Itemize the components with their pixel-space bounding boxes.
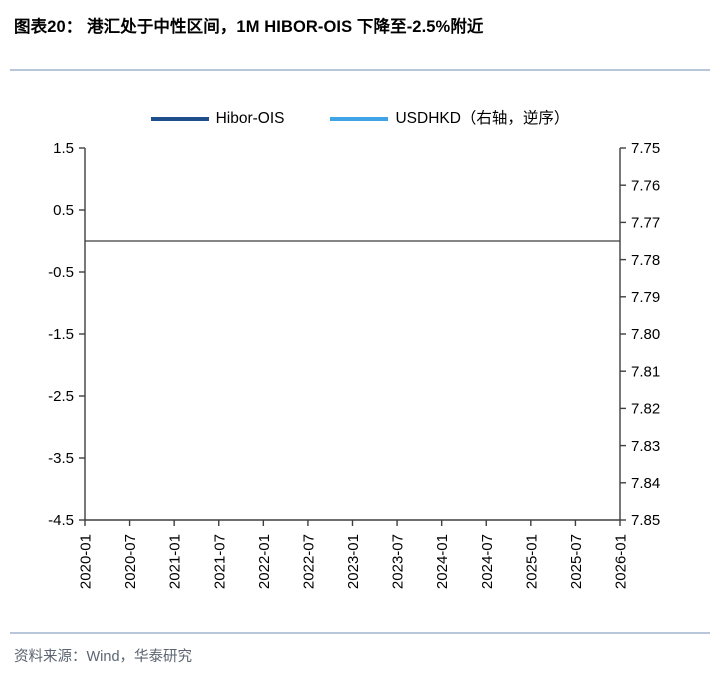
y-axis-right-tick-label: 7.79 <box>631 289 660 306</box>
legend-label-usdhkd: USDHKD（右轴，逆序） <box>395 110 570 127</box>
x-axis-tick-label: 2022-07 <box>300 534 317 589</box>
chart-legend: Hibor-OIS USDHKD（右轴，逆序） <box>0 104 720 134</box>
exhibit-header: 图表20： 港汇处于中性区间，1M HIBOR-OIS 下降至-2.5%附近 <box>0 0 720 62</box>
x-axis-tick-label: 2021-01 <box>167 534 184 589</box>
source-note: 资料来源：Wind，华泰研究 <box>14 649 193 665</box>
y-axis-left-tick-label: 0.5 <box>53 202 74 219</box>
y-axis-right-labels: 7.75 7.76 7.77 7.78 7.79 7.80 7.81 7.82 7.83 7.84… <box>620 140 660 529</box>
x-axis-tick-label: 2024-01 <box>434 534 451 589</box>
x-axis-labels: 2020-01 2020-07 2021-01 2021-07 2022-01 2022-… <box>78 520 630 589</box>
y-axis-left-tick-label: -4.5 <box>48 512 74 529</box>
legend-swatch-usdhkd <box>330 117 389 121</box>
y-axis-right-tick-label: 7.76 <box>631 177 660 194</box>
x-axis-tick-label: 2024-07 <box>479 534 496 589</box>
x-axis-tick-label: 2020-01 <box>78 534 95 589</box>
y-axis-right-tick-label: 7.81 <box>631 363 660 380</box>
y-axis-left-tick-label: 1.5 <box>53 140 74 157</box>
y-axis-right-tick-label: 7.78 <box>631 252 660 269</box>
footer-divider <box>10 632 710 634</box>
x-axis-tick-label: 2025-01 <box>523 534 540 589</box>
x-axis-tick-label: 2023-07 <box>390 534 407 589</box>
legend-item-hibor-ois[interactable]: Hibor-OIS <box>150 110 285 128</box>
x-axis-tick-label: 2025-07 <box>568 534 585 589</box>
y-axis-right-tick-label: 7.75 <box>631 140 660 157</box>
x-axis-tick-label: 2022-01 <box>256 534 273 589</box>
x-axis-tick-label: 2026-01 <box>613 534 630 589</box>
y-axis-right-tick-label: 7.80 <box>631 326 660 343</box>
y-axis-left-tick-label: -3.5 <box>48 450 74 467</box>
y-axis-left-tick-label: -1.5 <box>48 326 74 343</box>
y-axis-right-tick-label: 7.83 <box>631 438 660 455</box>
x-axis-tick-label: 2020-07 <box>122 534 139 589</box>
x-axis-tick-label: 2021-07 <box>211 534 228 589</box>
y-axis-right-tick-label: 7.84 <box>631 475 660 492</box>
y-axis-right-tick-label: 7.85 <box>631 512 660 529</box>
legend-label-hibor-ois: Hibor-OIS <box>215 110 285 127</box>
legend-item-usdhkd[interactable]: USDHKD（右轴，逆序） <box>330 110 569 128</box>
y-axis-right-tick-label: 7.77 <box>631 215 660 232</box>
y-axis-left-tick-label: -0.5 <box>48 264 74 281</box>
header-divider <box>10 69 710 71</box>
chart-axes <box>84 148 621 521</box>
legend-swatch-hibor-ois <box>150 117 209 121</box>
x-axis-tick-label: 2023-01 <box>345 534 362 589</box>
page-title: 图表20： 港汇处于中性区间，1M HIBOR-OIS 下降至-2.5%附近 <box>14 18 484 36</box>
y-axis-left-labels: 1.5 0.5 -0.5 -1.5 -2.5 -3.5 -4.5 <box>48 140 85 529</box>
y-axis-left-tick-label: -2.5 <box>48 388 74 405</box>
y-axis-right-tick-label: 7.82 <box>631 401 660 418</box>
